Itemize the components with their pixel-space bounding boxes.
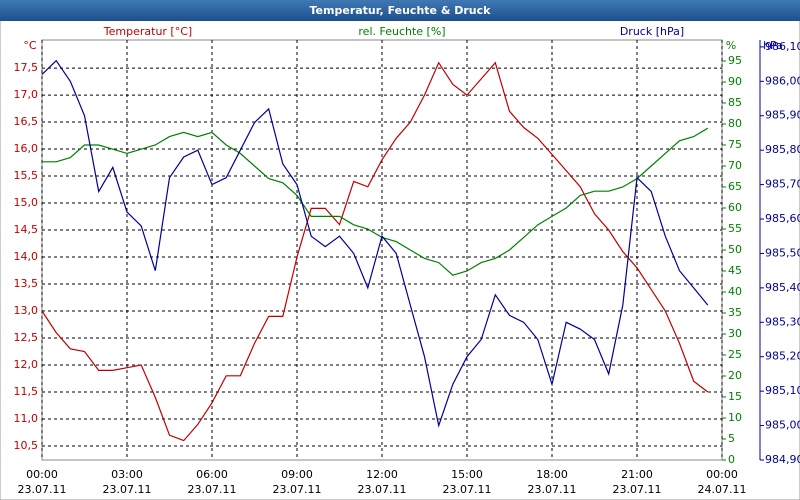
- y2-tick-label: 45: [728, 264, 742, 277]
- x-tick-date: 23.07.11: [273, 483, 322, 496]
- y-tick-label: 11,0: [14, 412, 39, 425]
- x-tick-date: 23.07.11: [358, 483, 407, 496]
- y2-tick-label: 80: [728, 117, 742, 130]
- x-tick-label: 00:00: [26, 468, 58, 481]
- y-tick-label: 15,0: [14, 196, 39, 209]
- y-tick-label: 12,0: [14, 358, 39, 371]
- y2-tick-label: 75: [728, 138, 742, 151]
- y2-tick-label: 95: [728, 54, 742, 67]
- y3-tick-label: 984,90: [765, 453, 800, 466]
- x-tick-date: 23.07.11: [443, 483, 492, 496]
- chart-title: Temperatur, Feuchte & Druck: [310, 4, 492, 17]
- y2-tick-label: 70: [728, 159, 742, 172]
- y-tick-label: 14,5: [14, 223, 39, 236]
- y2-tick-label: 40: [728, 285, 742, 298]
- title-bar: [0, 0, 800, 21]
- y2-tick-label: 60: [728, 201, 742, 214]
- y3-tick-label: 985,80: [765, 143, 800, 156]
- y-tick-label: 12,5: [14, 331, 39, 344]
- x-tick-label: 06:00: [196, 468, 228, 481]
- y3-tick-label: 985,70: [765, 178, 800, 191]
- x-tick-label: 09:00: [281, 468, 313, 481]
- y2-tick-label: 25: [728, 348, 742, 361]
- x-tick-date: 24.07.11: [698, 483, 747, 496]
- y3-title: Druck [hPa]: [620, 25, 684, 38]
- y-title: Temperatur [°C]: [103, 25, 192, 38]
- series-line: [41, 61, 709, 442]
- y3-tick-label: 985,00: [765, 419, 800, 432]
- y3-tick-label: 986,10: [765, 40, 800, 53]
- y-tick-label: 13,5: [14, 277, 39, 290]
- y3-tick-label: 985,60: [765, 212, 800, 225]
- y3-tick-label: 985,30: [765, 315, 800, 328]
- y2-tick-label: 65: [728, 180, 742, 193]
- y-tick-label: 17,5: [14, 61, 39, 74]
- series-line: [41, 59, 709, 428]
- y2-tick-label: 85: [728, 96, 742, 109]
- x-tick-label: 18:00: [536, 468, 568, 481]
- y2-tick-label: 30: [728, 327, 742, 340]
- y3-tick-label: 985,90: [765, 109, 800, 122]
- y2-tick-label: 5: [728, 432, 735, 445]
- x-tick-date: 23.07.11: [613, 483, 662, 496]
- series-line: [42, 127, 709, 276]
- x-tick-date: 23.07.11: [528, 483, 577, 496]
- y2-tick-label: 20: [728, 369, 742, 382]
- x-tick-date: 23.07.11: [103, 483, 152, 496]
- y3-tick-label: 985,10: [765, 384, 800, 397]
- y-tick-label: 13,0: [14, 304, 39, 317]
- x-tick-label: 00:00: [706, 468, 738, 481]
- y3-unit: hPa: [763, 39, 783, 52]
- y-tick-label: 10,5: [14, 439, 39, 452]
- y-unit: °C: [23, 39, 37, 52]
- y-tick-label: 16,5: [14, 115, 39, 128]
- x-tick-label: 12:00: [366, 468, 398, 481]
- y2-tick-label: 0: [728, 453, 735, 466]
- y3-tick-label: 985,20: [765, 350, 800, 363]
- y2-tick-label: 50: [728, 243, 742, 256]
- x-tick-label: 21:00: [621, 468, 653, 481]
- y-tick-label: 15,5: [14, 169, 39, 182]
- y2-tick-label: 10: [728, 411, 742, 424]
- y2-tick-label: 55: [728, 222, 742, 235]
- y-tick-label: 17,0: [14, 88, 39, 101]
- y-tick-label: 11,5: [14, 385, 39, 398]
- y2-unit: %: [726, 39, 736, 52]
- y3-tick-label: 986,00: [765, 74, 800, 87]
- y2-title: rel. Feuchte [%]: [358, 25, 445, 38]
- x-tick-date: 23.07.11: [188, 483, 237, 496]
- y2-tick-label: 90: [728, 75, 742, 88]
- y-tick-label: 14,0: [14, 250, 39, 263]
- x-tick-label: 03:00: [111, 468, 143, 481]
- y-tick-label: 16,0: [14, 142, 39, 155]
- x-tick-date: 23.07.11: [18, 483, 67, 496]
- x-tick-label: 15:00: [451, 468, 483, 481]
- y2-tick-label: 35: [728, 306, 742, 319]
- y3-tick-label: 985,40: [765, 281, 800, 294]
- y3-tick-label: 985,50: [765, 246, 800, 259]
- y2-tick-label: 15: [728, 390, 742, 403]
